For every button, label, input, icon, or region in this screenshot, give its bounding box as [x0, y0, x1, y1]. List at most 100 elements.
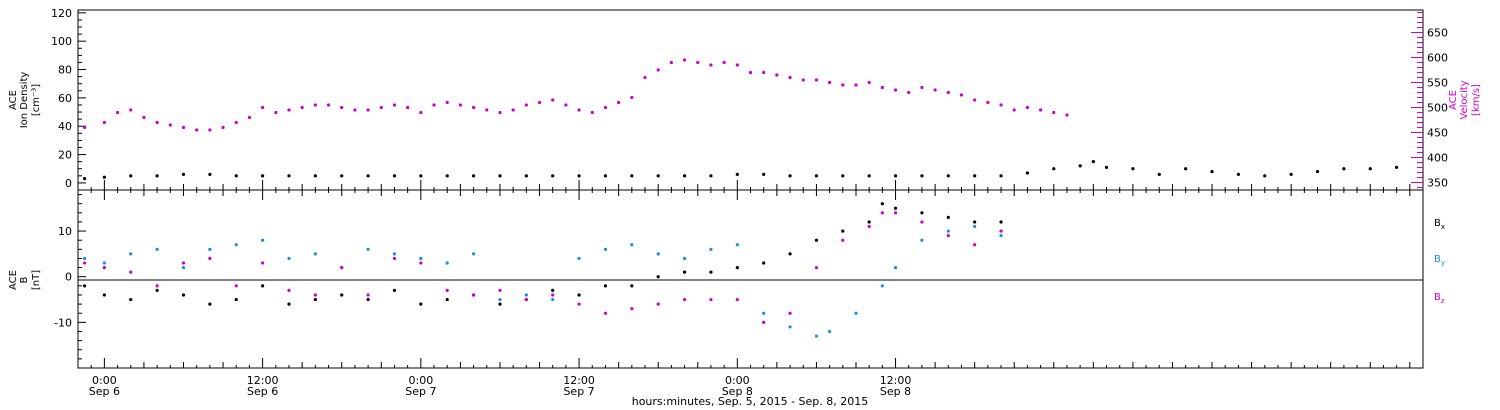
plasma-point-s0-33	[946, 174, 950, 178]
field-point-by-4	[181, 265, 186, 270]
field-point-by-2	[129, 252, 133, 256]
plasma-point-s0-50	[1368, 167, 1372, 171]
plasma-left-ylabel-line2: Ion Density	[19, 72, 30, 129]
field-point-bx-8	[287, 302, 291, 306]
plasma-point-s1-1	[102, 120, 106, 125]
field-point-bx-4	[181, 293, 186, 297]
plasma-right-ylabel-line2: Velocity	[1459, 80, 1470, 119]
plasma-point-s0-15	[471, 174, 476, 178]
plasma-left-ylabel-line1: ACE	[8, 90, 19, 110]
field-point-bx-32	[893, 206, 898, 210]
field-point-bx-11	[366, 297, 370, 302]
field-point-bz-36	[999, 229, 1003, 233]
field-point-bz-9	[313, 293, 317, 297]
plasma-point-s1-12	[247, 115, 252, 120]
x-tick-time-2: 0:00	[408, 374, 433, 387]
plasma-point-s1-55	[814, 78, 819, 82]
field-point-bx-29	[841, 229, 845, 233]
field-point-by-11	[366, 247, 370, 251]
plasma-point-s0-10	[340, 174, 344, 178]
plasma-point-s1-57	[841, 83, 845, 87]
plasma-point-s1-25	[419, 110, 423, 115]
field-point-by-6	[234, 243, 238, 247]
plasma-point-s0-28	[814, 174, 819, 178]
field-point-by-28	[814, 334, 819, 338]
plasma-point-s1-45	[682, 58, 687, 62]
field-point-by-9	[313, 252, 317, 256]
plasma-point-s1-3	[129, 108, 133, 112]
field-point-by-24	[709, 247, 713, 251]
field-point-bx-34	[946, 215, 950, 219]
plasma-point-s1-36	[564, 103, 568, 107]
plasma-point-s0-3	[155, 174, 159, 178]
x-tick-time-0: 0:00	[92, 374, 117, 387]
plasma-point-s1-31	[498, 110, 502, 115]
legend-by-sub: y	[1441, 259, 1445, 267]
field-point-by-17	[524, 293, 528, 297]
plasma-point-s0-5	[208, 172, 212, 177]
field-point-bx-7	[261, 284, 265, 288]
field-point-bz-22	[656, 302, 660, 306]
field-point-bx-21	[630, 284, 634, 288]
plasma-point-s1-62	[907, 90, 911, 95]
plasma-panel-frame	[77, 9, 1424, 191]
field-point-bx-24	[709, 270, 713, 274]
legend-by: By	[1434, 254, 1445, 267]
field-point-by-34	[946, 229, 950, 233]
plasma-point-s1-58	[854, 83, 858, 87]
plasma-point-s1-24	[406, 105, 410, 110]
plasma-point-s0-11	[366, 174, 370, 178]
plasma-point-s1-28	[458, 103, 463, 107]
plasma-point-s1-74	[1065, 113, 1069, 117]
points-layer	[82, 58, 1399, 338]
field-point-by-18	[551, 297, 555, 302]
field-point-by-19	[577, 256, 581, 261]
field-point-by-13	[419, 256, 423, 261]
plasma-point-s1-41	[630, 95, 634, 100]
field-point-bx-5	[208, 302, 212, 306]
field-point-bx-0	[82, 284, 87, 288]
field-point-bz-18	[551, 293, 555, 297]
field-point-bz-14	[445, 288, 449, 293]
plasma-point-s1-2	[115, 110, 120, 115]
plasma-point-s0-45	[1236, 172, 1240, 177]
field-point-bx-10	[340, 293, 344, 297]
field-point-bz-5	[208, 256, 212, 261]
plasma-point-s1-34	[537, 100, 542, 105]
field-point-bz-0	[82, 261, 87, 265]
plasma-point-s1-22	[379, 105, 383, 110]
ticks-layer: 020406080100120350400450500550600650-100…	[51, 7, 1448, 398]
field-point-bz-13	[419, 261, 423, 265]
plasma-point-s0-16	[498, 174, 502, 178]
plasma-point-s0-13	[419, 174, 423, 178]
x-tick-date-2: Sep 7	[405, 385, 436, 398]
field-point-bx-16	[498, 302, 502, 306]
field-left-tick-label-0: -10	[54, 316, 72, 329]
plasma-point-s1-32	[511, 108, 515, 112]
plasma-right-tick-label-6: 650	[1427, 27, 1448, 40]
field-point-by-22	[656, 252, 660, 256]
plasma-point-s1-26	[432, 103, 436, 107]
plasma-right-tick-label-4: 550	[1427, 77, 1448, 90]
plasma-point-s1-27	[445, 100, 449, 105]
field-point-bz-12	[392, 256, 397, 261]
plasma-point-s0-8	[287, 174, 291, 178]
field-point-bz-2	[129, 270, 133, 274]
field-point-bz-35	[973, 243, 977, 247]
field-point-by-16	[498, 297, 502, 302]
field-point-bz-23	[682, 297, 687, 302]
x-tick-date-5: Sep 8	[880, 385, 911, 398]
plasma-point-s1-23	[392, 103, 397, 107]
plasma-point-s0-36	[1025, 171, 1030, 175]
field-point-bz-24	[709, 297, 713, 302]
plasma-right-tick-label-0: 350	[1427, 177, 1448, 190]
field-point-bx-23	[682, 270, 687, 274]
field-point-bx-14	[445, 297, 449, 302]
plasma-point-s1-64	[933, 88, 937, 92]
x-axis-title: hours:minutes, Sep. 5, 2015 - Sep. 8, 20…	[632, 395, 869, 408]
plasma-point-s1-4	[142, 115, 146, 120]
plasma-left-tick-label-2: 40	[58, 120, 72, 133]
field-point-bz-17	[524, 297, 528, 302]
field-point-bx-1	[102, 293, 106, 297]
